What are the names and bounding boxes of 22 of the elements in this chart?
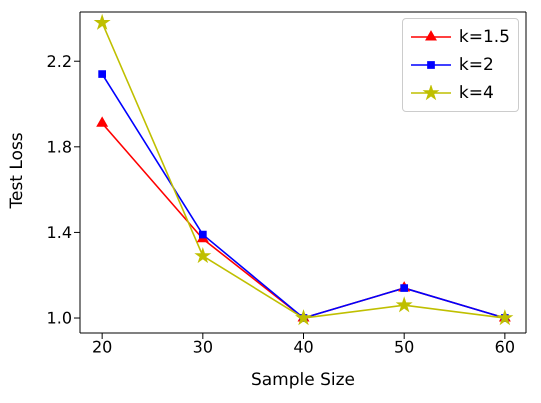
x-axis-title: Sample Size [250,370,356,390]
legend-label: k=2 [458,55,494,75]
point [98,70,106,78]
y-tick-label: 2.2 [46,52,72,71]
x-tick-label: 30 [192,337,214,356]
y-tick-label: 1.4 [46,223,72,242]
point [396,297,412,312]
point [96,116,108,127]
x-tick-label: 50 [394,337,414,356]
point [94,14,110,30]
point [195,248,210,262]
y-tick-label: 1.0 [46,308,72,328]
y-axis-title: Test Loss [7,132,28,210]
legend-label: k=4 [458,83,494,103]
legend-label: k=1.5 [458,27,510,47]
x-tick-label: 60 [494,337,516,356]
y-tick-label: 1.8 [46,138,72,156]
point [296,310,311,324]
point [198,230,207,238]
point [497,310,512,324]
x-tick-label: 40 [293,337,314,356]
x-tick-label: 20 [92,337,112,356]
